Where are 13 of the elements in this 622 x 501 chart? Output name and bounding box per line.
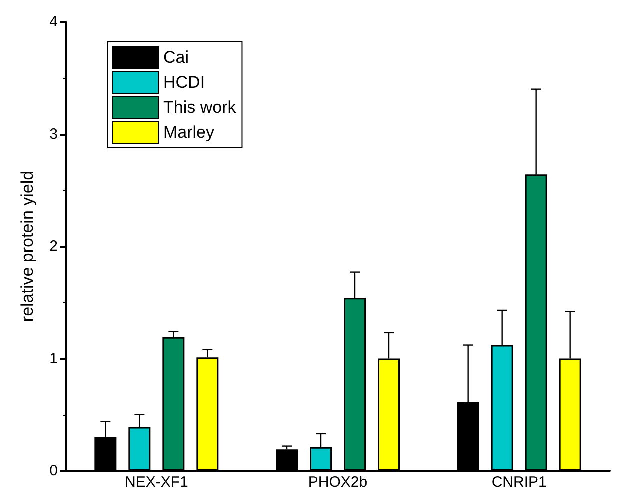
legend-label: Cai: [164, 48, 190, 67]
x-tick-label: PHOX2b: [308, 474, 368, 491]
x-tick-label: CNRIP1: [492, 474, 547, 491]
y-tick-label: 2: [50, 238, 58, 255]
y-axis-title: relative protein yield: [18, 170, 37, 322]
x-tick-label: NEX-XF1: [124, 474, 188, 491]
y-tick-label: 3: [50, 126, 58, 143]
legend-label: This work: [164, 98, 237, 117]
y-tick-label: 1: [50, 350, 58, 368]
y-tick-label: 0: [50, 462, 58, 480]
legend-label: Marley: [164, 123, 216, 142]
y-tick-label: 4: [50, 14, 58, 30]
legend-label: HCDI: [164, 73, 206, 92]
